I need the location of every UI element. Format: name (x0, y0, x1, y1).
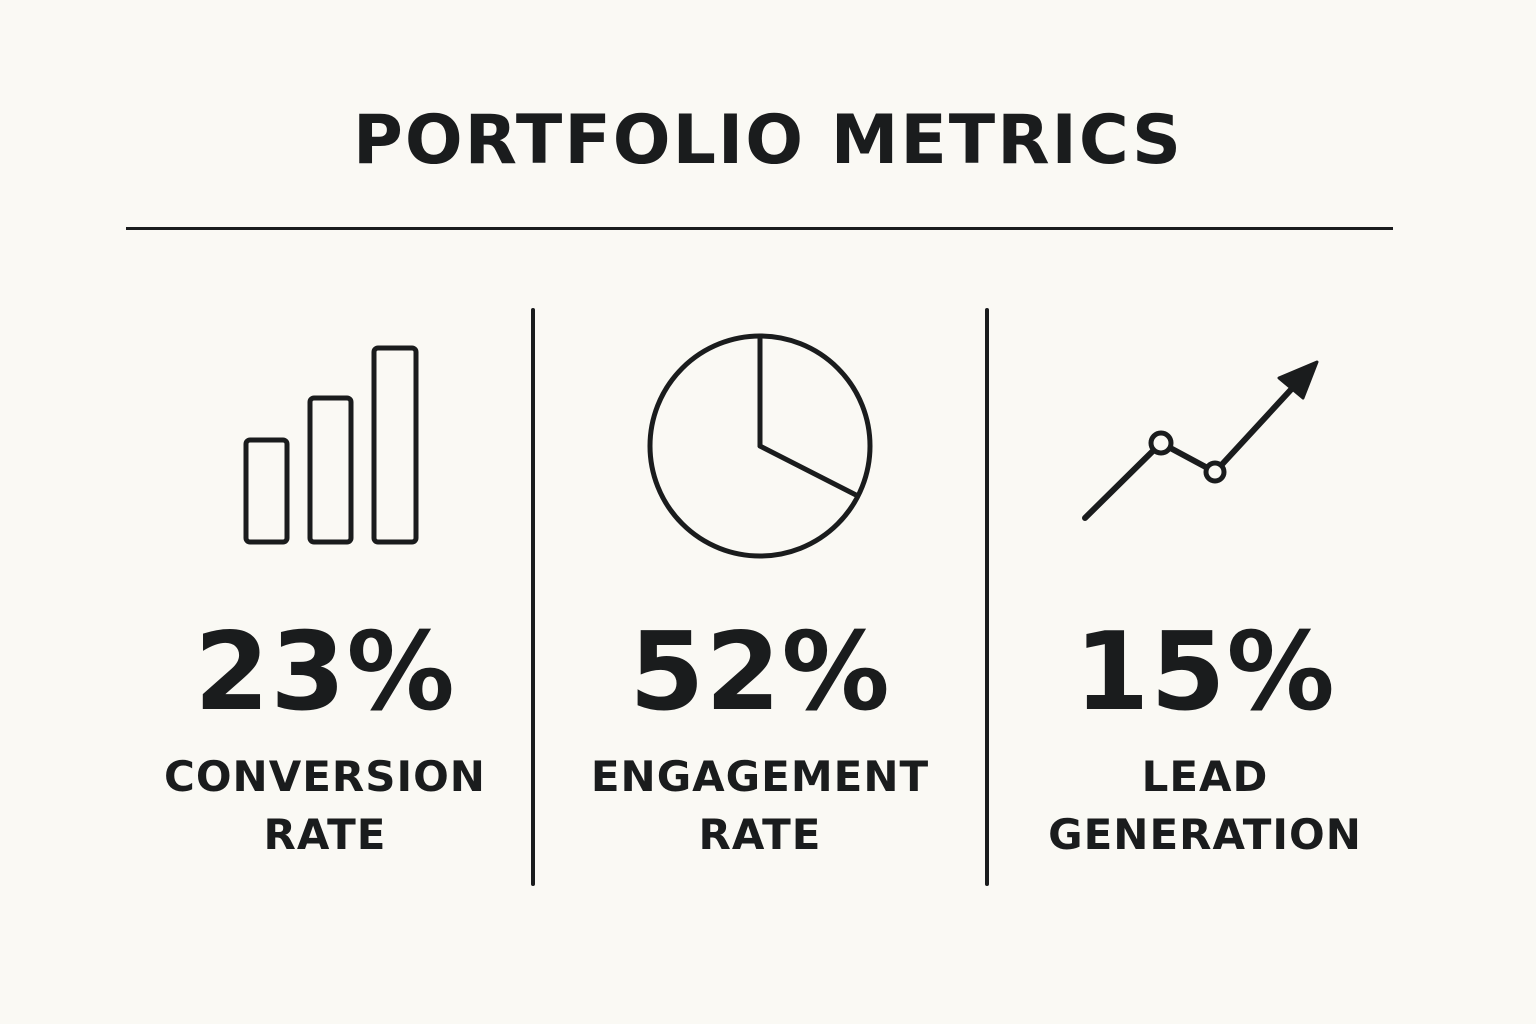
metric-label: CONVERSION RATE (120, 748, 530, 864)
trend-line (1082, 379, 1301, 521)
metric-label-line: RATE (698, 810, 822, 859)
bar-large (371, 345, 419, 545)
metric-card-lead-generation: 15% LEAD GENERATION (995, 300, 1415, 900)
title-divider (126, 227, 1393, 230)
column-divider (985, 308, 989, 886)
metric-value: 52% (629, 610, 891, 735)
metric-label: ENGAGEMENT RATE (540, 748, 980, 864)
metric-label-line: CONVERSION (164, 752, 486, 801)
metric-label-line: ENGAGEMENT (590, 752, 930, 801)
metric-label-line: LEAD (1141, 752, 1269, 801)
bar-small (243, 437, 290, 545)
bar-medium (307, 395, 354, 545)
page-title: PORTFOLIO METRICS (352, 101, 1183, 180)
trend-up-icon (1082, 360, 1319, 521)
pie-radius (757, 443, 859, 498)
metric-card-conversion: 23% CONVERSION RATE (120, 300, 530, 900)
metric-value: 15% (1074, 610, 1336, 735)
metric-label-line: GENERATION (1048, 810, 1362, 859)
pie-chart-icon (647, 333, 873, 559)
trend-point (1203, 460, 1227, 484)
trend-arrowhead (1277, 360, 1319, 400)
metric-label: LEAD GENERATION (995, 748, 1415, 864)
column-divider (531, 308, 535, 886)
metric-card-engagement: 52% ENGAGEMENT RATE (540, 300, 980, 900)
trend-point (1148, 430, 1174, 456)
metric-value: 23% (194, 610, 456, 735)
metric-label-line: RATE (263, 810, 387, 859)
bar-chart-icon (243, 345, 419, 545)
